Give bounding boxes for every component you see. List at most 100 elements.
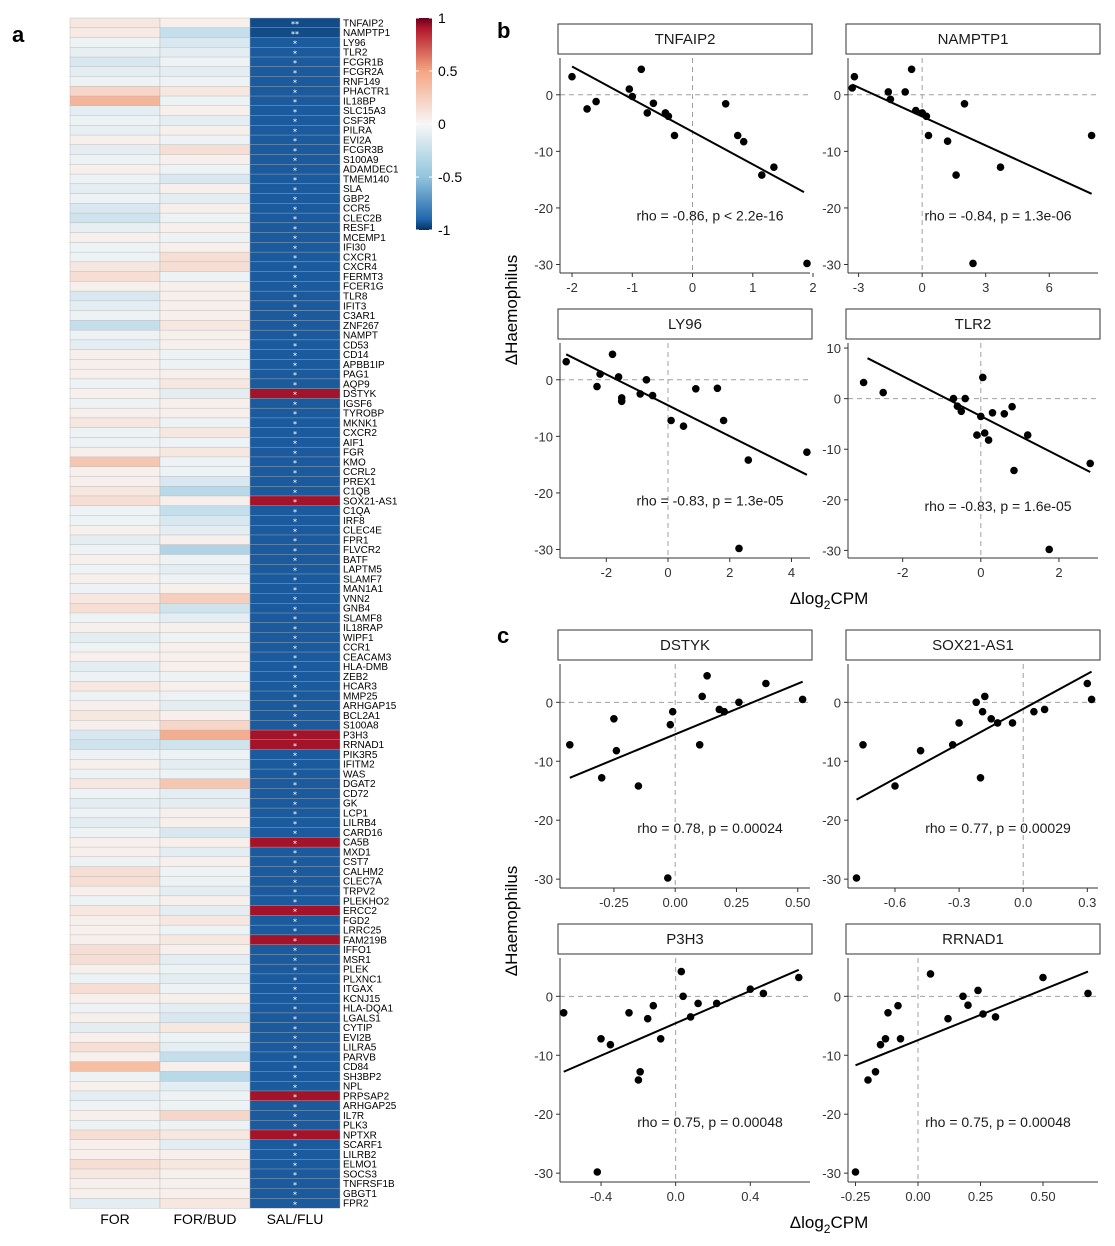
heatmap-cell: [159, 827, 251, 838]
heatmap-cell: [69, 359, 161, 370]
significance-star: *: [293, 683, 297, 692]
data-point: [634, 782, 643, 790]
x-axis-title-c: Δlog2CPM: [790, 1213, 869, 1236]
regression-line: [563, 968, 800, 1073]
panel-label-a: a: [12, 22, 25, 47]
heatmap-cell: [69, 476, 161, 487]
heatmap-gene-label: DGAT2: [343, 779, 376, 790]
data-point: [1039, 973, 1047, 982]
data-point: [948, 741, 957, 749]
heatmap-gene-label: ELMO1: [343, 1160, 377, 1171]
heatmap-cell: [159, 1041, 251, 1053]
significance-star: *: [293, 88, 297, 97]
data-point: [960, 100, 969, 108]
heatmap-cell: [159, 105, 251, 116]
heatmap-gene-label: IL7R: [343, 1111, 364, 1122]
data-point: [944, 1014, 952, 1023]
heatmap-gene-label: IGSF6: [343, 399, 372, 410]
heatmap-gene-label: CST7: [343, 857, 369, 868]
heatmap-cell: [159, 427, 251, 438]
heatmap-gene-label: LRRC25: [343, 926, 382, 937]
y-tick-label: -10: [534, 144, 553, 159]
significance-star: *: [293, 722, 297, 731]
heatmap-gene-label: SLAMF7: [343, 574, 382, 585]
heatmap-cell: [159, 164, 251, 175]
x-tick-label: -2: [566, 280, 578, 295]
significance-star: *: [293, 98, 297, 107]
heatmap-cell: [69, 368, 161, 380]
correlation-annotation: rho = -0.83, p = 1.3e-05: [636, 492, 783, 508]
heatmap-gene-label: C3AR1: [343, 311, 376, 322]
data-point: [608, 350, 617, 359]
data-point: [692, 385, 700, 393]
data-point: [739, 137, 748, 146]
data-point: [871, 1068, 880, 1076]
heatmap-gene-label: TNFAIP2: [343, 18, 384, 29]
x-axis-title-main: Δlog: [790, 1213, 824, 1232]
significance-star: *: [293, 498, 297, 507]
significance-star: *: [293, 1035, 297, 1044]
heatmap-cell: [159, 807, 251, 819]
heatmap-gene-label: CA5B: [343, 838, 369, 849]
heatmap-cell: [159, 232, 251, 243]
data-point: [969, 259, 977, 268]
heatmap-cell: [69, 310, 161, 321]
heatmap-cell: [69, 690, 161, 702]
data-point: [952, 171, 960, 179]
data-point: [634, 1076, 643, 1084]
heatmap-cell: [69, 486, 161, 497]
heatmap-cell: [69, 193, 161, 204]
y-tick-label: -20: [534, 813, 553, 828]
heatmap-gene-label: LGALS1: [343, 1013, 381, 1024]
significance-star: *: [293, 215, 297, 224]
heatmap-cell: [159, 749, 251, 760]
heatmap-gene-label: PLXNC1: [343, 974, 382, 985]
heatmap-cell: [69, 86, 161, 97]
heatmap-gene-label: CALHM2: [343, 867, 384, 878]
significance-star: *: [293, 1181, 297, 1190]
heatmap-column-label: FOR/BUD: [174, 1211, 237, 1227]
x-tick-label: -0.6: [884, 895, 906, 910]
heatmap-gene-label: CYTIP: [343, 1023, 373, 1034]
heatmap-gene-label: ERCC2: [343, 906, 377, 917]
significance-star: *: [293, 586, 297, 595]
heatmap-cell: [159, 329, 251, 341]
heatmap-cell: [159, 1090, 251, 1102]
regression-line: [565, 353, 808, 476]
heatmap-cell: [159, 1002, 251, 1014]
significance-star: *: [293, 361, 297, 370]
x-tick-label: -3: [853, 280, 865, 295]
data-point: [668, 707, 677, 716]
significance-star: *: [293, 761, 297, 770]
heatmap-cell: [159, 47, 251, 58]
heatmap-gene-label: FCGR2A: [343, 67, 384, 78]
data-point: [803, 259, 811, 268]
heatmap-cell: [69, 681, 161, 692]
heatmap-cell: [69, 17, 161, 29]
heatmap-gene-label: CD72: [343, 789, 369, 800]
data-point: [848, 84, 856, 92]
heatmap-cell: [69, 651, 161, 663]
heatmap-cell: [69, 671, 161, 682]
y-tick-label: -10: [822, 442, 841, 457]
heatmap-gene-label: CARD16: [343, 828, 383, 839]
data-point: [649, 99, 658, 108]
heatmap-cell: [159, 183, 251, 194]
significance-star: *: [293, 1044, 297, 1053]
significance-star: *: [293, 752, 297, 761]
heatmap-cell: [159, 1149, 251, 1160]
significance-star: *: [293, 469, 297, 478]
heatmap-cell: [69, 642, 161, 653]
significance-star: **: [291, 20, 299, 29]
heatmap-gene-label: ZNF267: [343, 321, 380, 332]
significance-star: *: [293, 791, 297, 800]
heatmap-cell: [159, 983, 251, 994]
x-tick-label: 0: [664, 565, 671, 580]
significance-star: *: [293, 995, 297, 1004]
legend-colorbar: [416, 18, 432, 230]
heatmap-cell: [159, 671, 251, 682]
heatmap-cell: [69, 437, 161, 448]
significance-star: *: [293, 674, 297, 683]
facet-title: P3H3: [666, 931, 704, 948]
significance-star: *: [293, 449, 297, 458]
